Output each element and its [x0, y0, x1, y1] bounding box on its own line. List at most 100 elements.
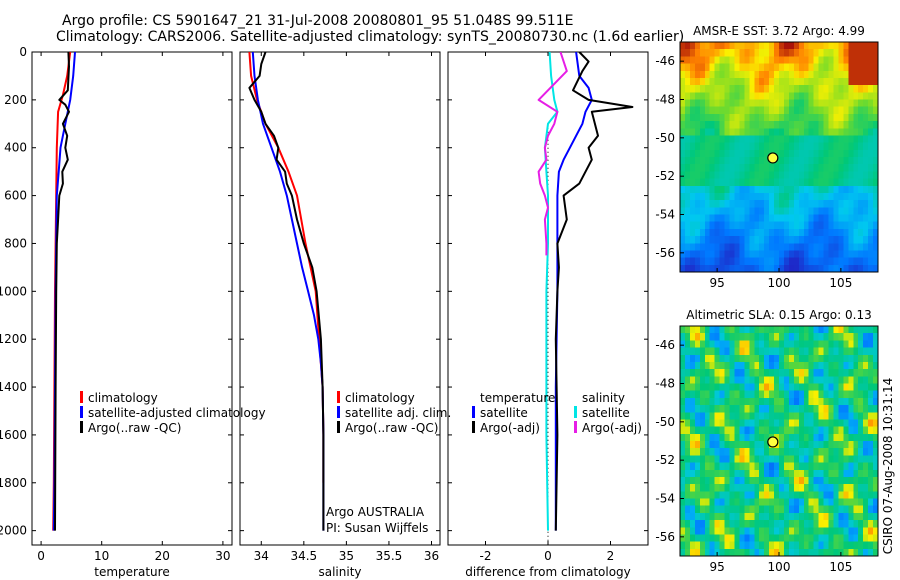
heatmap-cell — [853, 178, 859, 187]
heatmap-cell — [729, 469, 736, 478]
heatmap-cell — [853, 412, 859, 421]
heatmap-cell — [764, 412, 770, 421]
heatmap-cell — [803, 264, 810, 273]
heatmap-cell — [759, 192, 765, 201]
heatmap-cell — [793, 257, 800, 266]
heatmap-cell — [848, 135, 854, 144]
heatmap-cell — [759, 419, 765, 428]
heatmap-cell — [798, 361, 805, 370]
heatmap-cell — [734, 49, 740, 57]
heatmap-cell — [744, 512, 750, 521]
heatmap-cell — [774, 326, 780, 334]
heatmap-cell — [803, 192, 810, 201]
heatmap-cell — [684, 484, 691, 492]
heatmap-cell — [873, 534, 879, 543]
heatmap-cell — [779, 70, 785, 79]
heatmap-cell — [729, 250, 736, 259]
heatmap-cell — [783, 207, 790, 216]
heatmap-cell — [818, 462, 825, 471]
heatmap-cell — [714, 433, 721, 442]
heatmap-cell — [848, 520, 854, 528]
heatmap-cell — [779, 512, 785, 521]
heatmap-cell — [724, 390, 731, 399]
heatmap-cell — [680, 369, 686, 377]
heatmap-cell — [694, 243, 701, 252]
heatmap-cell — [769, 541, 775, 550]
heatmap-cell — [843, 512, 849, 521]
heatmap-cell — [709, 99, 716, 108]
heatmap-cell — [833, 200, 839, 208]
heatmap-cell — [858, 171, 864, 180]
heatmap-cell — [788, 534, 795, 543]
heatmap-cell — [694, 128, 701, 137]
heatmap-cell — [714, 484, 721, 492]
heatmap-cell — [853, 56, 859, 65]
heatmap-cell — [818, 441, 825, 449]
heatmap-cell — [788, 347, 795, 356]
heatmap-cell — [868, 92, 874, 101]
heatmap-cell — [734, 128, 740, 137]
legend-swatch — [80, 421, 83, 433]
heatmap-cell — [744, 49, 750, 57]
heatmap-cell — [873, 527, 879, 536]
heatmap-cell — [813, 419, 820, 428]
heatmap-cell — [729, 77, 736, 86]
heatmap-cell — [873, 63, 879, 72]
heatmap-cell — [779, 491, 785, 500]
heatmap-cell — [779, 164, 785, 172]
heatmap-cell — [813, 85, 820, 93]
heatmap-cell — [714, 128, 721, 137]
heatmap-cell — [689, 376, 696, 385]
heatmap-cell — [764, 157, 770, 165]
annotation-pi: PI: Susan Wijffels — [326, 521, 428, 535]
heatmap-cell — [759, 390, 765, 399]
heatmap-cell — [724, 462, 731, 471]
heatmap-cell — [853, 42, 859, 50]
heatmap-cell — [719, 99, 726, 108]
heatmap-cell — [838, 412, 844, 421]
heatmap-cell — [783, 221, 790, 230]
x-tick-label: 30 — [215, 549, 230, 563]
heatmap-cell — [793, 512, 800, 521]
heatmap-cell — [699, 264, 706, 273]
heatmap-cell — [833, 128, 839, 137]
heatmap-cell — [803, 56, 810, 65]
heatmap-cell — [719, 326, 726, 334]
heatmap-cell — [813, 505, 820, 514]
heatmap-cell — [689, 92, 696, 101]
heatmap-cell — [724, 178, 731, 187]
heatmap-cell — [863, 85, 869, 93]
heatmap-cell — [739, 264, 745, 273]
heatmap-cell — [863, 200, 869, 208]
heatmap-cell — [724, 498, 731, 507]
heatmap-cell — [828, 354, 835, 363]
heatmap-cell — [719, 498, 726, 507]
heatmap-cell — [863, 541, 869, 550]
heatmap-cell — [764, 326, 770, 334]
heatmap-cell — [793, 70, 800, 79]
heatmap-cell — [714, 361, 721, 370]
heatmap-cell — [813, 178, 820, 187]
heatmap-cell — [744, 347, 750, 356]
heatmap-cell — [858, 128, 864, 137]
heatmap-cell — [813, 548, 820, 557]
heatmap-cell — [739, 369, 745, 377]
heatmap-cell — [848, 171, 854, 180]
heatmap-cell — [863, 491, 869, 500]
heatmap-cell — [699, 77, 706, 86]
heatmap-cell — [788, 541, 795, 550]
heatmap-cell — [813, 397, 820, 406]
heatmap-cell — [709, 419, 716, 428]
heatmap-cell — [868, 178, 874, 187]
heatmap-cell — [788, 214, 795, 223]
heatmap-cell — [813, 92, 820, 101]
heatmap-cell — [798, 207, 805, 216]
x-tick-label: 100 — [768, 276, 791, 290]
heatmap-cell — [813, 326, 820, 334]
heatmap-cell — [689, 512, 696, 521]
heatmap-cell — [734, 548, 740, 557]
heatmap-cell — [704, 121, 711, 129]
heatmap-cell — [774, 347, 780, 356]
heatmap-cell — [734, 142, 740, 151]
heatmap-cell — [793, 541, 800, 550]
